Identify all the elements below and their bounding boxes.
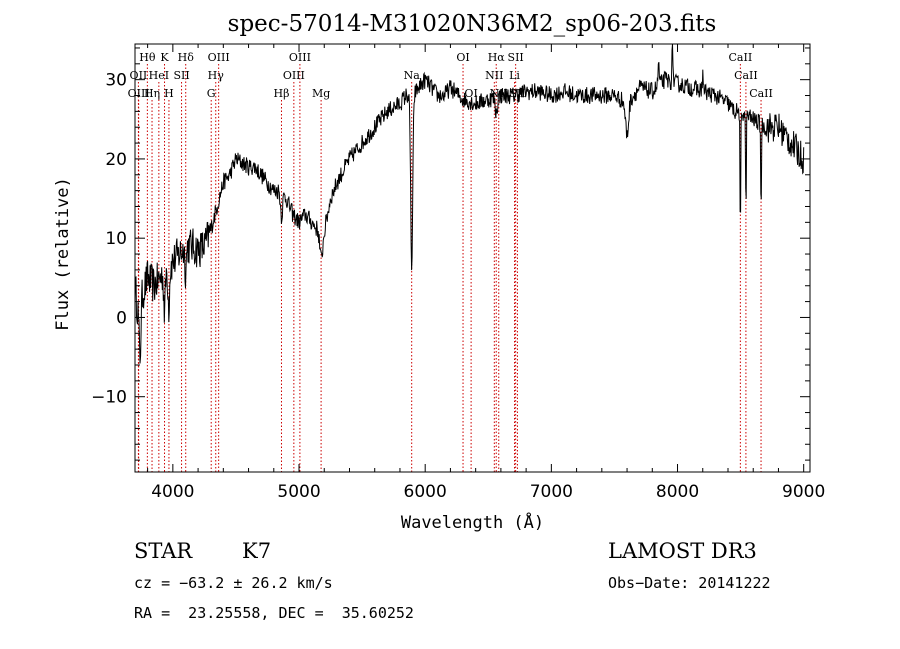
chart-title: spec-57014-M31020N36M2_sp06-203.fits [228, 11, 717, 37]
line-marker-label: Na [404, 69, 421, 82]
line-marker-label: OIII [289, 51, 311, 64]
line-marker-label: Li [509, 69, 520, 82]
line-marker-label: Hδ [178, 51, 195, 64]
x-axis-ticks: 4000 5000 6000 7000 8000 9000 [147, 44, 825, 502]
x-tick-label: 9000 [782, 482, 825, 502]
line-marker-label: Hβ [274, 87, 290, 100]
obs-date-readout: Obs−Date: 20141222 [608, 574, 771, 592]
line-marker-label: Hη [144, 87, 160, 100]
survey-label: LAMOST DR3 [608, 539, 757, 563]
x-tick-label: 8000 [656, 482, 699, 502]
line-marker-label: Hγ [208, 69, 225, 82]
y-tick-label: 10 [105, 229, 127, 249]
line-marker-label: OI [456, 51, 469, 64]
y-tick-label: 0 [116, 308, 127, 328]
redshift-readout: cz = −63.2 ± 26.2 km/s [134, 574, 333, 592]
line-marker-label: OIII [283, 69, 305, 82]
subclass-label: K7 [242, 539, 272, 563]
line-marker-label: OIII [128, 87, 150, 100]
line-marker-label: OI [464, 87, 477, 100]
line-marker-label: Hθ [139, 51, 156, 64]
line-marker-label: SII [173, 69, 189, 82]
line-marker-label: OII [130, 69, 148, 82]
y-axis-label: Flux (relative) [53, 177, 73, 331]
line-marker-label: H [164, 87, 174, 100]
class-label: STAR [134, 539, 193, 563]
y-tick-label: 30 [105, 71, 127, 91]
y-axis-ticks: −10 0 10 20 30 [91, 47, 810, 461]
x-tick-label: 5000 [277, 482, 320, 502]
coordinates-readout: RA = 23.25558, DEC = 35.60252 [134, 604, 414, 622]
line-marker-label: NII [485, 69, 503, 82]
line-marker-label: OIII [208, 51, 230, 64]
line-marker-label: G [207, 87, 216, 100]
x-tick-label: 7000 [530, 482, 573, 502]
spectrum-series-line [134, 43, 805, 364]
line-marker-label: CaII [749, 87, 773, 100]
line-marker-label: Hα [488, 51, 506, 64]
x-tick-label: 6000 [404, 482, 447, 502]
x-tick-label: 4000 [151, 482, 194, 502]
x-axis-label: Wavelength (Å) [401, 511, 544, 533]
line-marker-label: K [160, 51, 169, 64]
plot-frame [134, 43, 811, 473]
line-markers [137, 64, 762, 472]
line-marker-label: SII [508, 51, 524, 64]
line-marker-label: HeI [149, 69, 169, 82]
line-marker-label: CaII [729, 51, 753, 64]
y-tick-label: −10 [91, 388, 127, 408]
line-marker-label: CaII [734, 69, 758, 82]
y-tick-label: 20 [105, 150, 127, 170]
line-marker-label: Mg [312, 87, 330, 100]
